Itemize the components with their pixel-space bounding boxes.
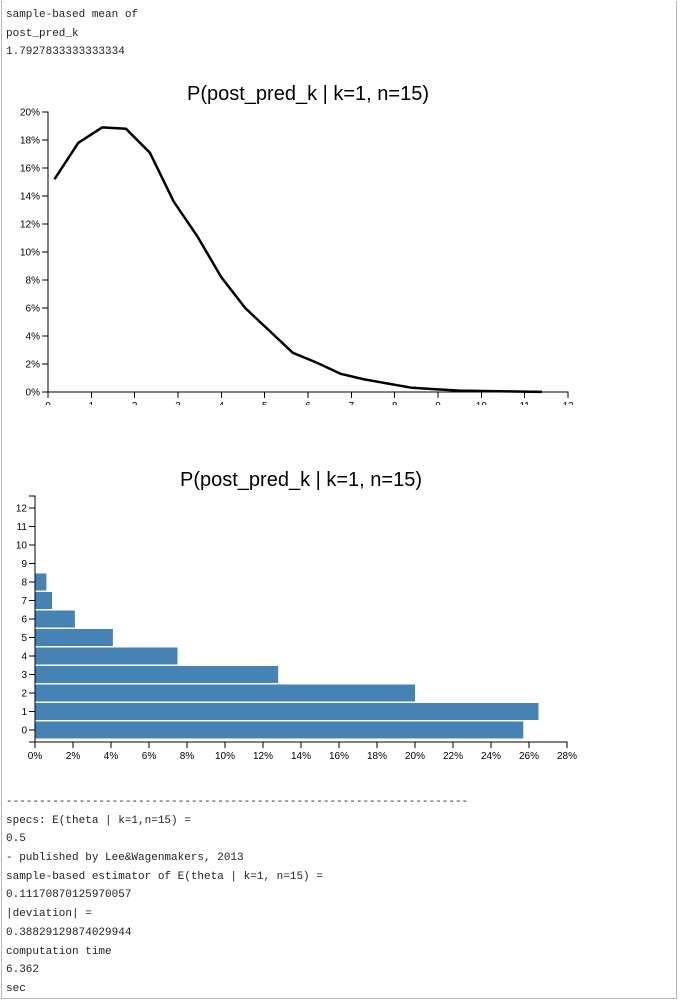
y-tick-label: 6 [21,615,27,626]
y-tick-label: 2 [21,688,27,699]
x-tick-label: 2 [132,401,138,405]
y-tick-label: 12% [20,220,40,231]
x-tick-label: 0% [28,751,43,760]
y-tick-label: 6% [26,304,41,315]
y-tick-label: 10% [20,248,40,259]
x-tick-label: 26% [519,751,539,760]
bar-6 [35,610,75,628]
bottom-output: ----------------------------------------… [6,793,468,999]
source-line: - published by Lee&Wagenmakers, 2013 [6,852,244,865]
x-tick-label: 28% [557,751,577,760]
y-tick-label: 14% [20,192,40,203]
bar-8 [35,573,47,591]
x-tick-label: 12% [253,751,273,760]
bar-7 [35,591,53,610]
y-tick-label: 3 [21,670,27,681]
line-chart: P(post_pred_k | k=1, n=15) 0% 2% 4% 6% 8% 10%… [20,83,574,405]
x-tick-label: 4 [219,401,225,405]
x-tick-label: 7 [349,401,355,405]
x-tick-label: 1 [89,401,95,405]
x-tick-label: 5 [262,401,268,405]
x-tick-label: 20% [405,751,425,760]
y-tick-label: 18% [20,136,40,147]
y-tick-label: 16% [20,164,40,175]
top-output: sample-based mean of post_pred_k 1.79278… [6,6,138,62]
y-tick-label: 0 [21,725,27,736]
y-tick-label: 11 [17,522,28,533]
y-tick-label: 2% [26,360,41,371]
bar-5 [35,628,113,647]
y-tick-label: 1 [21,707,27,718]
y-tick-label: 9 [21,559,27,570]
y-tick-label: 20% [20,108,40,119]
x-tick-label: 18% [367,751,387,760]
y-tick-label: 7 [21,596,27,607]
y-tick-label: 12 [16,504,28,515]
x-tick-label: 12 [562,401,574,405]
x-tick-label: 11 [519,401,530,405]
x-tick-label: 22% [443,751,463,760]
y-tick-label: 8% [26,276,41,287]
bar-4 [35,647,178,665]
y-tick-label: 0% [26,388,41,399]
x-tick-label: 8% [180,751,195,760]
x-tick-label: 2% [66,751,81,760]
bar-3 [35,665,279,683]
y-tick-label: 10 [16,541,28,552]
output-line: sample-based mean of [6,9,139,21]
x-tick-label: 14% [291,751,311,760]
separator-line: ----------------------------------------… [6,796,469,808]
bar-2 [35,684,415,702]
x-tick-label: 8 [392,401,398,405]
deviation-value: 0.38829129874029944 [6,926,132,939]
y-tick-label: 5 [21,633,27,644]
x-tick-label: 6 [305,401,311,405]
x-tick-label: 6% [142,751,157,760]
x-tick-label: 10% [215,751,235,760]
y-tick-label: 4 [21,651,27,662]
deviation-label: |deviation| = [6,908,92,921]
output-line: post_pred_k [6,27,79,40]
time-label: computation time [6,945,112,958]
bar-chart: P(post_pred_k | k=1, n=15) 0123456789101… [16,469,577,760]
specs-value: 0.5 [6,833,26,846]
bar-chart-title: P(post_pred_k | k=1, n=15) [180,469,422,491]
estimator-value: 0.11170870125970057 [6,889,132,902]
y-tick-label: 4% [26,332,41,343]
time-value: 6.362 [6,964,40,977]
series-line [53,126,543,394]
bar-1 [35,702,539,720]
x-tick-label: 3 [175,401,181,405]
line-chart-title: P(post_pred_k | k=1, n=15) [187,83,429,105]
time-unit: sec [6,982,26,995]
x-tick-label: 10 [476,401,488,405]
output-value: 1.7927833333333334 [6,46,125,59]
specs-label: specs: E(theta | k=1,n=15) = [6,814,191,827]
y-tick-label: 8 [21,578,27,589]
estimator-label: sample-based estimator of E(theta | k=1,… [6,870,323,883]
bar-0 [35,721,524,739]
x-tick-label: 0 [45,401,51,405]
x-tick-label: 16% [329,751,349,760]
x-tick-label: 24% [481,751,501,760]
x-tick-label: 4% [104,751,119,760]
x-tick-label: 9 [435,401,441,405]
